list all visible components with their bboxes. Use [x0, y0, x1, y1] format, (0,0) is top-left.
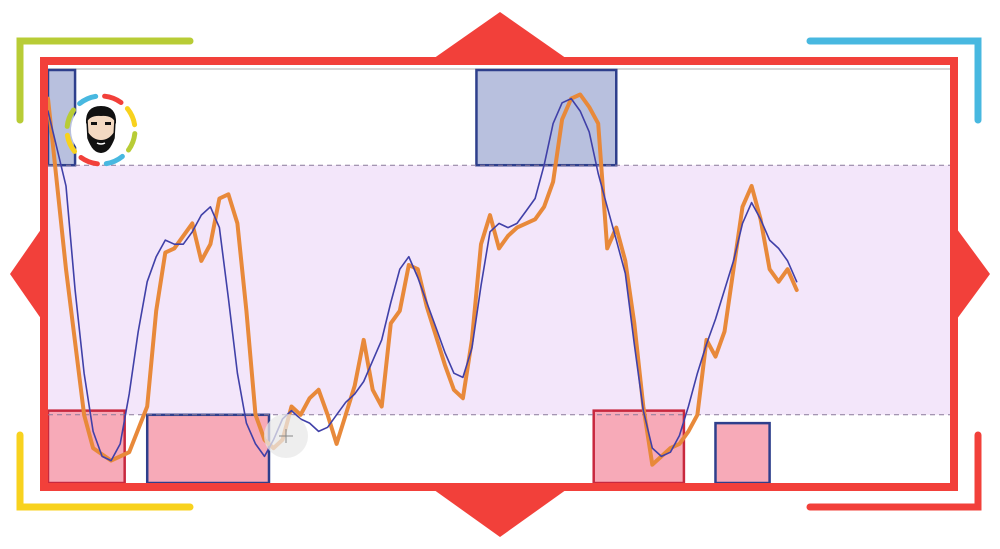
- reference-lines: [48, 164, 950, 416]
- logo-ring-segment: [102, 93, 124, 105]
- logo-ring: [64, 93, 138, 167]
- logo: [64, 93, 138, 167]
- oversold-zone: [145, 413, 271, 485]
- corner-brackets: [16, 37, 982, 511]
- decorative-frame: [10, 12, 990, 537]
- corner-bracket-top-right: [806, 37, 982, 124]
- logo-ring-segment: [78, 155, 100, 167]
- frame-spike-bottom: [430, 487, 570, 537]
- corner-bracket-bottom-left: [16, 431, 194, 511]
- logo-ring-segment: [124, 106, 138, 128]
- frame-spike-left: [10, 225, 44, 323]
- logo-ring-segment: [64, 132, 78, 154]
- bearded-man-avatar-icon: [85, 106, 117, 153]
- series-lines: [46, 92, 799, 467]
- series-line-fast: [46, 92, 799, 467]
- logo-ring-segment: [64, 107, 76, 129]
- oversold-zone: [714, 421, 771, 485]
- logo-ring-segment: [126, 131, 138, 153]
- neutral-band: [48, 165, 950, 415]
- crosshair-cursor-icon: [264, 414, 308, 458]
- plot-area: [46, 68, 950, 485]
- series-line-slow: [47, 97, 798, 462]
- corner-bracket-bottom-right: [806, 431, 982, 511]
- corner-bracket-top-left: [16, 37, 194, 124]
- frame-spike-right: [954, 225, 990, 323]
- logo-ring-segment: [77, 93, 99, 107]
- frame-spike-top: [430, 12, 570, 61]
- logo-ring-segment: [103, 153, 125, 167]
